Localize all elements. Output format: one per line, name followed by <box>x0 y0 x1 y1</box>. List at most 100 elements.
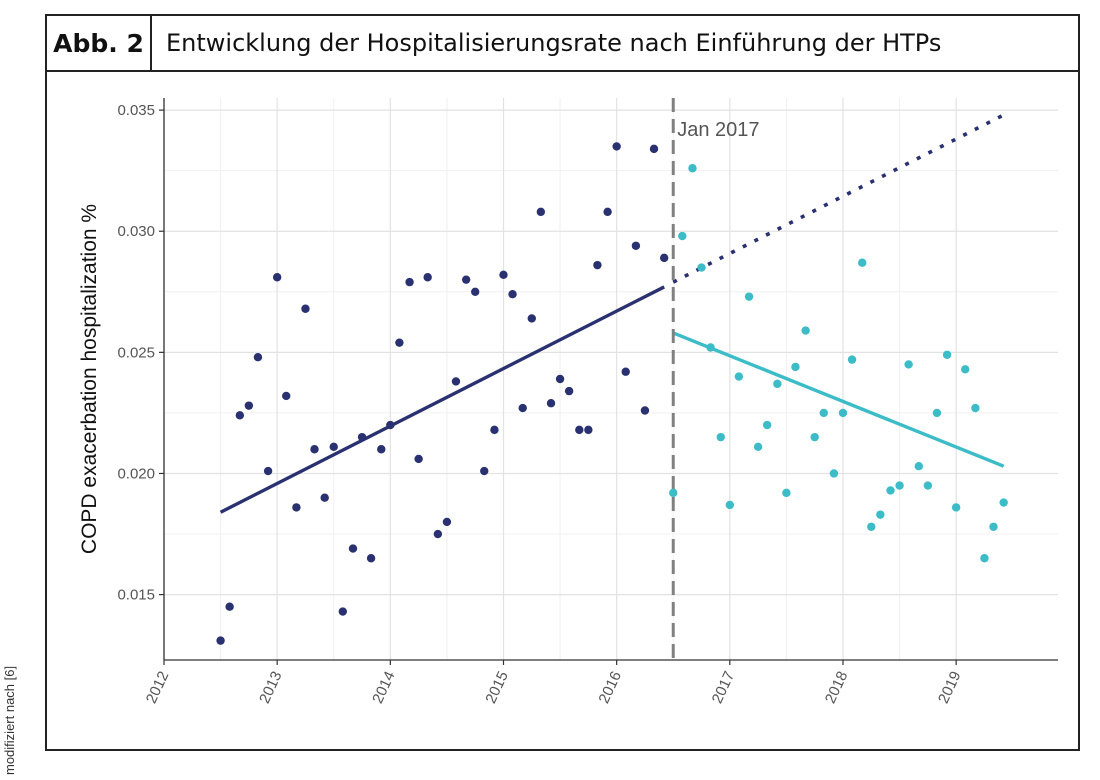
y-tick-label: 0.020 <box>117 465 155 482</box>
data-point-pre <box>640 406 650 415</box>
data-point-post <box>847 355 857 364</box>
grid-lines <box>163 98 1058 660</box>
data-point-post <box>819 408 828 418</box>
y-tick-label: 0.025 <box>117 344 155 361</box>
data-point-pre <box>584 425 593 435</box>
data-point-pre <box>536 207 546 217</box>
data-point-post <box>876 510 885 519</box>
figure-header: Abb. 2 Entwicklung der Hospitalisierungs… <box>47 16 1078 72</box>
data-point-post <box>669 488 678 498</box>
y-tick-label: 0.035 <box>117 102 155 119</box>
x-tick-label: 2019 <box>935 669 965 706</box>
data-point-post <box>867 522 876 531</box>
data-point-post <box>773 379 782 389</box>
data-point-pre <box>292 503 301 512</box>
data-point-post <box>706 343 715 352</box>
x-tick-label: 2014 <box>369 669 399 706</box>
data-points <box>216 142 1008 645</box>
data-point-post <box>914 462 924 471</box>
data-point-post <box>886 486 895 495</box>
data-point-pre <box>546 399 556 408</box>
x-tick-label: 2017 <box>709 669 739 706</box>
data-point-pre <box>263 466 273 476</box>
data-point-pre <box>518 403 527 413</box>
data-point-post <box>678 231 687 241</box>
data-point-pre <box>301 304 310 313</box>
data-point-pre <box>631 241 641 250</box>
data-point-pre <box>395 338 404 347</box>
data-point-pre <box>338 607 347 616</box>
data-point-pre <box>649 144 659 154</box>
x-tick-label: 2015 <box>482 669 512 706</box>
data-point-post <box>697 263 706 272</box>
data-point-post <box>688 164 697 173</box>
data-point-pre <box>348 544 358 553</box>
x-tick-label: 2016 <box>596 669 626 706</box>
data-point-pre <box>329 442 338 452</box>
data-point-pre <box>244 401 254 410</box>
data-point-pre <box>527 314 536 323</box>
data-point-post <box>791 362 800 372</box>
x-tick-label: 2012 <box>143 669 173 706</box>
data-point-post <box>716 432 725 442</box>
data-point-pre <box>282 391 291 401</box>
data-point-pre <box>405 277 414 287</box>
data-point-pre <box>471 287 480 296</box>
data-point-post <box>858 258 867 267</box>
data-point-post <box>923 481 933 490</box>
data-point-pre <box>366 554 376 563</box>
data-point-post <box>753 442 763 452</box>
data-point-pre <box>235 411 245 420</box>
data-point-post <box>999 498 1008 507</box>
data-point-pre <box>564 386 574 396</box>
data-point-pre <box>555 374 565 384</box>
data-point-pre <box>480 466 489 476</box>
figure-frame: Abb. 2 Entwicklung der Hospitalisierungs… <box>45 14 1080 751</box>
data-point-post <box>942 350 952 359</box>
data-point-pre <box>508 290 517 299</box>
data-point-pre <box>593 260 602 270</box>
data-point-pre <box>461 275 471 284</box>
data-point-post <box>989 522 998 531</box>
data-point-pre <box>451 377 461 386</box>
data-point-post <box>725 500 735 510</box>
data-point-post <box>838 408 848 418</box>
data-point-post <box>744 292 754 301</box>
data-point-pre <box>621 367 630 376</box>
data-point-pre <box>612 142 621 151</box>
data-point-pre <box>490 425 499 435</box>
trend-line-post <box>672 331 1005 468</box>
data-point-post <box>951 503 961 512</box>
data-point-pre <box>414 454 423 464</box>
data-point-pre <box>575 425 584 435</box>
data-point-post <box>961 365 970 374</box>
data-point-post <box>904 360 913 369</box>
axes <box>159 98 1058 665</box>
data-point-post <box>971 403 980 413</box>
data-point-pre <box>423 273 432 282</box>
y-tick-label: 0.015 <box>117 587 155 604</box>
y-tick-label: 0.030 <box>117 223 155 240</box>
data-point-post <box>782 488 791 498</box>
data-point-pre <box>216 636 225 645</box>
data-point-pre <box>357 432 367 442</box>
data-point-pre <box>310 445 319 454</box>
x-tick-label: 2013 <box>256 669 286 706</box>
figure-title: Entwicklung der Hospitalisierungsrate na… <box>166 29 942 57</box>
data-point-pre <box>386 420 395 430</box>
data-point-post <box>762 420 772 430</box>
data-point-post <box>801 326 810 335</box>
trend-line-pre <box>219 285 665 514</box>
data-point-post <box>810 432 819 442</box>
data-point-pre <box>272 273 282 282</box>
data-point-pre <box>499 270 508 280</box>
data-point-pre <box>253 352 263 362</box>
data-point-post <box>829 469 839 478</box>
data-point-pre <box>603 207 612 217</box>
trend-lines <box>219 98 1005 660</box>
data-point-pre <box>320 493 329 502</box>
data-point-pre <box>433 529 443 539</box>
data-point-pre <box>377 445 386 454</box>
data-point-pre <box>225 602 234 611</box>
